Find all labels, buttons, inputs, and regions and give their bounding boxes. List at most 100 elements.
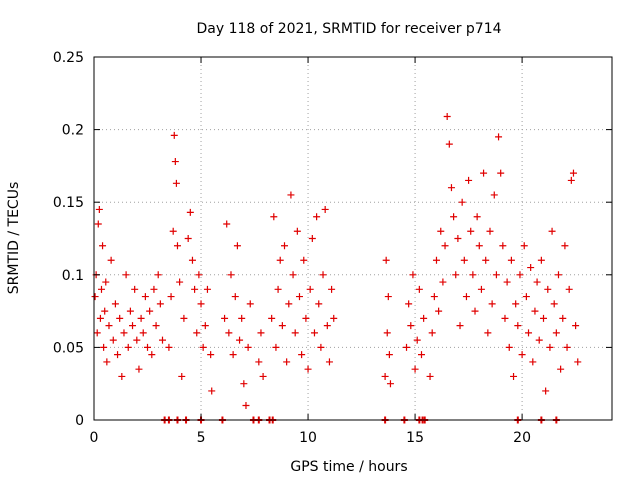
data-point xyxy=(315,300,323,308)
data-point xyxy=(295,293,303,301)
data-point xyxy=(507,256,515,264)
data-point xyxy=(101,307,109,315)
data-point xyxy=(300,256,308,264)
data-point xyxy=(385,351,393,359)
data-point xyxy=(546,343,554,351)
data-point xyxy=(465,176,473,184)
data-point xyxy=(268,314,276,322)
data-point xyxy=(191,285,199,293)
data-point xyxy=(244,343,252,351)
data-point xyxy=(201,322,209,330)
data-point xyxy=(176,278,184,286)
data-point xyxy=(563,343,571,351)
data-point xyxy=(514,322,522,330)
data-point xyxy=(129,322,137,330)
data-point xyxy=(233,242,241,250)
data-point xyxy=(111,300,119,308)
data-point xyxy=(462,293,470,301)
data-point xyxy=(302,314,310,322)
data-point xyxy=(195,271,203,279)
data-point xyxy=(522,293,530,301)
data-point xyxy=(199,343,207,351)
data-point xyxy=(552,329,560,337)
data-point xyxy=(405,300,413,308)
data-point xyxy=(188,256,196,264)
data-point xyxy=(223,220,231,228)
data-point xyxy=(492,271,500,279)
data-point xyxy=(510,372,518,380)
data-point xyxy=(417,351,425,359)
data-point xyxy=(197,300,205,308)
data-point xyxy=(471,307,479,315)
data-point xyxy=(386,380,394,388)
data-point xyxy=(382,256,390,264)
data-point xyxy=(278,322,286,330)
data-point xyxy=(93,329,101,337)
data-point xyxy=(411,365,419,373)
data-point xyxy=(480,169,488,177)
data-point xyxy=(499,242,507,250)
data-point xyxy=(430,293,438,301)
data-point xyxy=(165,343,173,351)
data-point xyxy=(454,235,462,242)
data-point xyxy=(94,220,102,228)
data-point xyxy=(116,314,124,322)
data-point xyxy=(323,322,331,330)
data-points xyxy=(91,113,582,424)
data-point xyxy=(458,198,466,206)
data-point xyxy=(439,278,447,286)
data-point xyxy=(107,256,115,264)
data-point xyxy=(384,293,392,301)
data-point xyxy=(512,300,520,308)
data-point xyxy=(550,300,558,308)
data-point xyxy=(482,256,490,264)
data-point xyxy=(308,235,316,242)
data-point xyxy=(321,205,329,213)
data-point xyxy=(229,351,237,359)
data-point xyxy=(544,285,552,293)
data-point xyxy=(569,169,577,177)
data-point xyxy=(445,140,453,148)
data-point xyxy=(527,264,535,272)
data-point xyxy=(135,365,143,373)
data-point xyxy=(328,285,336,293)
data-point xyxy=(503,278,511,286)
data-point xyxy=(572,322,580,330)
data-point xyxy=(490,191,498,199)
data-point xyxy=(272,343,280,351)
data-point xyxy=(319,271,327,279)
data-point xyxy=(291,329,299,337)
chart-title: Day 118 of 2021, SRMTID for receiver p71… xyxy=(196,21,501,37)
data-point xyxy=(274,285,282,293)
data-point xyxy=(426,372,434,380)
data-point xyxy=(542,387,550,395)
data-point xyxy=(420,314,428,322)
data-point xyxy=(559,314,567,322)
data-point xyxy=(167,293,175,301)
data-point xyxy=(170,131,178,139)
data-point xyxy=(180,314,188,322)
data-point xyxy=(529,358,537,366)
data-point xyxy=(403,343,411,351)
data-point xyxy=(428,329,436,337)
data-point xyxy=(109,336,117,344)
x-axis-label: GPS time / hours xyxy=(290,459,407,475)
data-point xyxy=(452,271,460,279)
data-point xyxy=(95,205,103,213)
data-point xyxy=(537,256,545,264)
data-point xyxy=(298,351,306,359)
data-point xyxy=(435,307,443,315)
data-point xyxy=(169,227,177,235)
data-point xyxy=(441,242,449,250)
data-point xyxy=(287,191,295,199)
data-point xyxy=(437,227,445,235)
data-point xyxy=(91,293,99,301)
data-point xyxy=(518,351,526,359)
data-point xyxy=(173,242,181,250)
data-point xyxy=(236,336,244,344)
data-point xyxy=(565,285,573,293)
y-tick-label: 0.05 xyxy=(53,340,84,356)
data-point xyxy=(118,372,126,380)
grid xyxy=(94,57,612,420)
y-tick-label: 0.15 xyxy=(53,195,84,211)
